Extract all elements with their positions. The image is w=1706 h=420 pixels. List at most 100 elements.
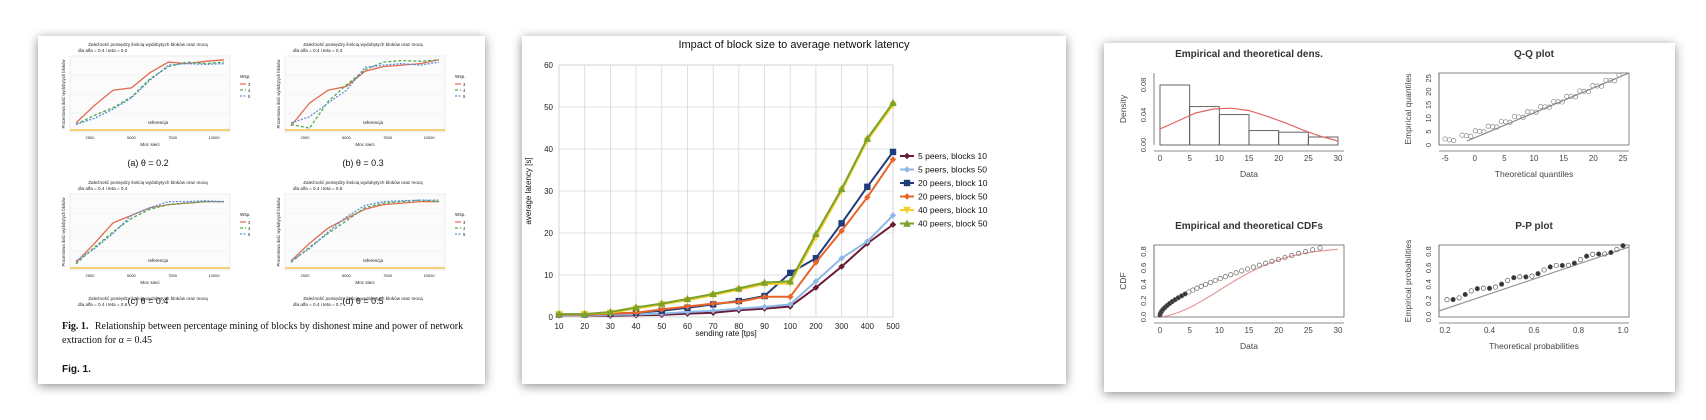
distribution-fit-svg: Empirical and theoretical dens. 0 5 10 15 20 2… [1118, 49, 1630, 351]
empirical-cdf-point [1233, 270, 1239, 276]
pp-point [1553, 262, 1559, 269]
qq-point [1577, 88, 1583, 94]
y-tick-label: 0.2 [1424, 295, 1433, 305]
x-tick-label: 5 [1187, 154, 1192, 163]
data-point [684, 303, 691, 310]
legend-label: 40 peers, block 50 [918, 219, 988, 229]
subplot-series-line [290, 199, 440, 263]
figure-caption-text: Relationship between percentage mining o… [62, 321, 464, 346]
data-point [709, 289, 717, 298]
x-tick-label: 10 [555, 322, 564, 331]
plot-frame [1153, 244, 1345, 318]
qq-point [1551, 98, 1557, 105]
y-tick-label: 0.4 [1139, 279, 1148, 289]
empirical-cdf-point [1182, 291, 1188, 297]
subplot-x-tick: 10000 [423, 135, 435, 140]
series-line [559, 158, 894, 316]
histogram-bar [1278, 131, 1309, 146]
subplot-y-label: Procentowa ilość wydobytych bloków [276, 59, 281, 129]
data-point [838, 220, 845, 227]
qq-point [1524, 109, 1531, 115]
x-tick-label: 100 [784, 322, 798, 331]
empirical-cdf-point [1275, 256, 1281, 262]
y-tick-label: 0 [1424, 143, 1433, 147]
figure-caption-label-text: Fig. 1. [62, 321, 89, 332]
y-tick-label: 0.04 [1139, 108, 1148, 123]
empirical-cdf-point [1256, 262, 1262, 268]
empirical-cdf-point [1289, 253, 1295, 259]
pp-plot: P-P plot 0.2 0.4 0.6 0.8 1.0 0.0 0.2 0.4 0.6 0.8 Th… [1403, 221, 1630, 351]
empirical-cdf-point [1228, 272, 1234, 278]
x-tick-label: 10 [1215, 154, 1224, 163]
subplot-legend-label: 3 [248, 82, 251, 87]
empirical-cdf-point [1194, 285, 1200, 291]
chart-grid [558, 64, 894, 318]
y-tick-label: 10 [1424, 114, 1433, 122]
y-tick-label: 0.0 [1139, 312, 1148, 322]
data-point [864, 183, 871, 190]
x-tick-label: 90 [760, 322, 769, 331]
x-tick-label: 30 [1334, 326, 1343, 335]
histogram-bar [1189, 106, 1220, 146]
data-point [761, 303, 768, 311]
subplot-caption: (c) θ = 0.4 [128, 296, 169, 306]
subplot-x-tick: 7500 [383, 273, 393, 278]
empirical-cdf-point [1317, 245, 1323, 251]
empirical-cdf-point [1198, 283, 1204, 289]
pp-point [1571, 260, 1577, 266]
data-point [863, 134, 872, 142]
y-tick-label: 50 [544, 103, 553, 112]
qq-point [1490, 124, 1496, 130]
series-2 [555, 212, 897, 319]
subplot-series-line [290, 59, 440, 129]
subplot-legend-title: Wsp. [240, 212, 250, 217]
qq-point [1481, 129, 1487, 135]
x-tick-label: 500 [886, 322, 900, 331]
legend-label: 20 peers, block 50 [918, 192, 988, 202]
data-point [812, 255, 820, 262]
left-figure-panel: Zależność pomiędzy ilością wydobytych bl… [38, 36, 485, 384]
x-tick-label: 400 [861, 322, 875, 331]
data-point [812, 284, 820, 291]
subplot-x-tick: 5000 [127, 273, 137, 278]
pp-point [1499, 281, 1505, 287]
y-tick-label: 0.00 [1139, 138, 1148, 153]
pp-point [1444, 297, 1450, 303]
data-point [889, 212, 897, 219]
data-point [889, 98, 897, 106]
pp-point [1468, 288, 1474, 294]
subplot-title: Zależność pomiędzy ilością wydobytych bl… [303, 42, 423, 47]
qq-point [1476, 128, 1483, 134]
x-tick-label: 200 [809, 322, 823, 331]
legend-label: 20 peers, block 10 [918, 178, 988, 188]
subplot-series-line [75, 59, 225, 124]
qq-point [1442, 136, 1448, 142]
subplot-legend-label: 5 [463, 94, 466, 99]
x-tick-label: -5 [1441, 154, 1449, 163]
data-point [683, 294, 692, 303]
x-tick-label: 10 [1530, 154, 1539, 163]
reference-label: referencja [363, 258, 384, 263]
x-tick-label: 20 [1274, 154, 1283, 163]
qq-point [1511, 114, 1517, 120]
pp-point [1474, 286, 1480, 292]
extra-subplot-subtitle: dla alfa = 0.4 i teta = 0.6 [78, 302, 128, 307]
subplot-series-line [290, 61, 440, 124]
latency-chart-svg: Impact of block size to average network … [524, 39, 988, 338]
data-point [889, 221, 897, 228]
subplot-legend-label: 5 [248, 232, 251, 237]
cdf-plot: Empirical and theoretical CDFs 0 5 10 15 20 25… [1118, 221, 1345, 351]
y-tick-label: 10 [544, 271, 553, 280]
pp-point [1480, 285, 1486, 291]
qq-point [1585, 88, 1592, 95]
data-point [838, 227, 845, 235]
subplot-x-tick: 7500 [168, 135, 178, 140]
subplot-1: Zależność pomiędzy ilością wydobytych bl… [61, 42, 251, 168]
x-tick-label: 15 [1245, 326, 1254, 335]
y-tick-label: 0.6 [1424, 263, 1433, 273]
x-axis-label: Theoretical quantiles [1495, 169, 1573, 179]
plot-title: Empirical and theoretical CDFs [1175, 221, 1323, 232]
y-tick-label: 40 [544, 145, 553, 154]
data-point [903, 206, 911, 214]
pp-point [1511, 275, 1517, 281]
